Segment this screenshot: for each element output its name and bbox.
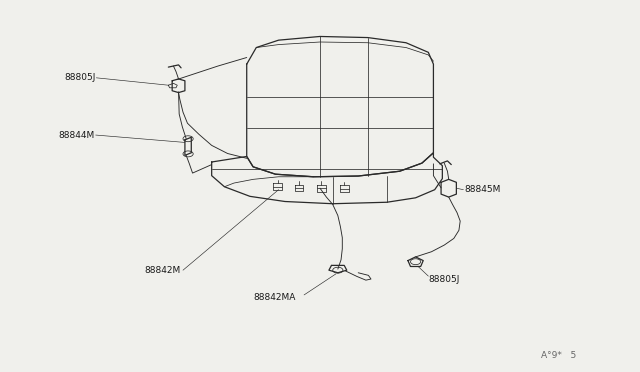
Text: 88805J: 88805J [428,275,460,283]
Text: 88842MA: 88842MA [253,293,295,302]
Text: 88805J: 88805J [65,73,96,82]
Text: A°9*   5: A°9* 5 [541,350,577,360]
Text: 88844M: 88844M [59,131,95,140]
Text: 88845M: 88845M [464,185,500,194]
Text: 88842M: 88842M [145,266,181,275]
